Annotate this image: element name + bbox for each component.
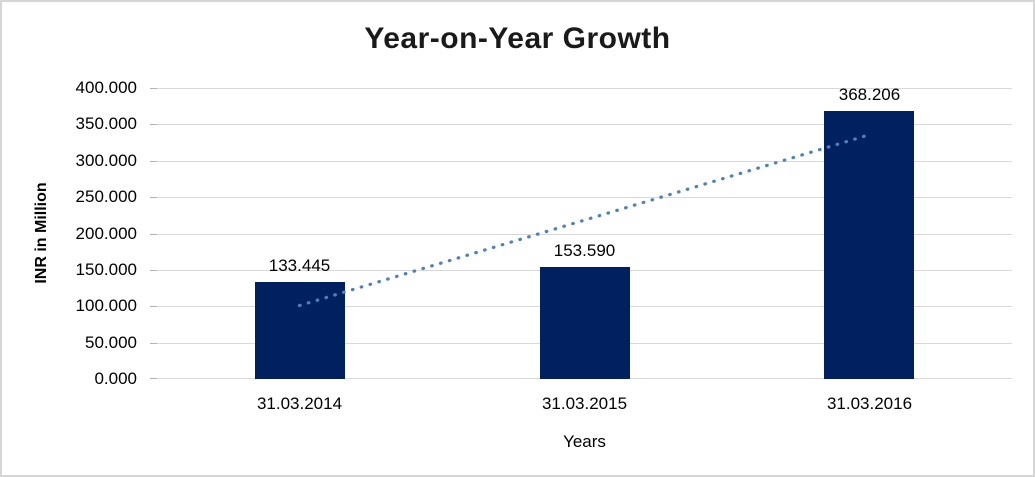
bar-value-label: 133.445 bbox=[268, 255, 331, 275]
bar-value-label: 153.590 bbox=[553, 241, 616, 261]
x-axis-title: Years bbox=[563, 432, 606, 451]
x-tick-label: 31.03.2016 bbox=[826, 394, 913, 413]
bar-2015: 153.590 bbox=[539, 88, 630, 379]
chart-title: Year-on-Year Growth bbox=[364, 22, 671, 55]
gridline bbox=[157, 160, 1012, 162]
bar-rect bbox=[254, 281, 345, 379]
y-tick-label: 250.000 bbox=[75, 187, 137, 207]
y-axis-tick bbox=[150, 197, 157, 199]
gridline bbox=[157, 233, 1012, 235]
y-axis-title: INR in Million bbox=[33, 182, 50, 284]
y-axis-tick bbox=[150, 306, 157, 308]
y-axis-tick bbox=[150, 124, 157, 126]
x-axis-tick-labels: 31.03.2014 31.03.2015 31.03.2016 bbox=[157, 394, 1012, 414]
x-tick-label: 31.03.2015 bbox=[541, 394, 628, 413]
plot-area: 133.445 153.590 368.206 bbox=[150, 85, 1012, 379]
y-tick-label: 300.000 bbox=[75, 150, 137, 170]
y-tick-label: 0.000 bbox=[94, 369, 137, 388]
x-tick-label: 31.03.2014 bbox=[256, 394, 343, 413]
y-axis-tick bbox=[150, 378, 157, 379]
y-axis-tick bbox=[150, 269, 157, 271]
y-axis-tick-labels: 400.000 350.000 300.000 250.000 200.000 … bbox=[52, 78, 147, 388]
y-axis-tick bbox=[150, 342, 157, 344]
y-axis-tick bbox=[150, 233, 157, 235]
y-axis-tick bbox=[150, 160, 157, 162]
gridline bbox=[157, 88, 1012, 89]
y-tick-label: 100.000 bbox=[75, 296, 137, 316]
bar-2016: 368.206 bbox=[824, 85, 915, 379]
y-axis-tick bbox=[150, 88, 157, 89]
y-tick-label: 150.000 bbox=[75, 259, 137, 279]
bar-value-label: 368.206 bbox=[838, 85, 901, 105]
gridline bbox=[157, 197, 1012, 199]
dotted-trendline bbox=[297, 133, 872, 308]
trendline-layer bbox=[297, 133, 872, 308]
bar-2014: 133.445 bbox=[254, 88, 345, 379]
y-tick-label: 50.000 bbox=[85, 332, 137, 352]
y-tick-label: 400.000 bbox=[75, 78, 137, 97]
bar-rect bbox=[539, 267, 630, 379]
y-tick-label: 200.000 bbox=[75, 223, 137, 243]
bar-rect bbox=[824, 111, 915, 379]
y-tick-label: 350.000 bbox=[75, 114, 137, 134]
gridline bbox=[157, 124, 1012, 126]
